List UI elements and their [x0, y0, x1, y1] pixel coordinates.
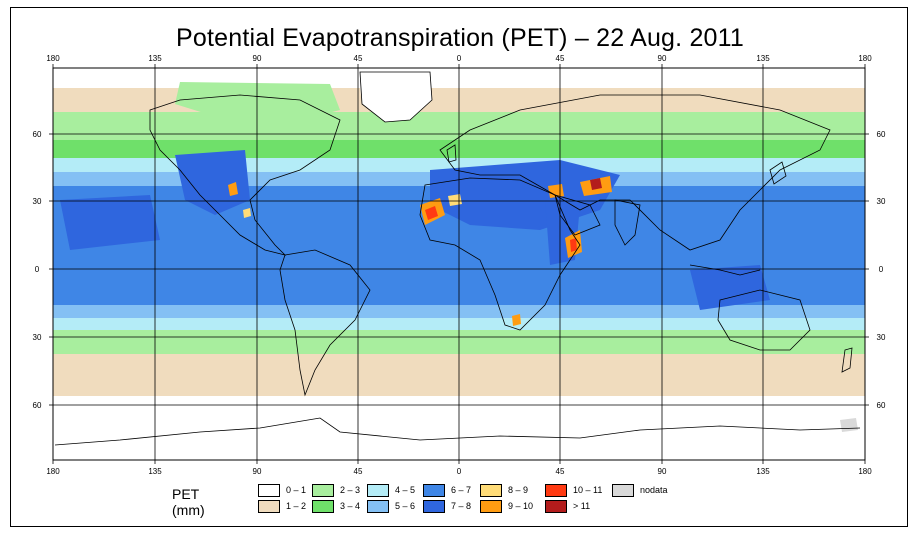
lon-tick-bottom: 45 [556, 467, 565, 476]
legend-swatch [612, 483, 634, 497]
legend-swatch [423, 483, 445, 497]
lon-tick-bottom: 135 [148, 467, 162, 476]
lon-tick-top: 45 [556, 54, 565, 63]
lon-tick-top: 135 [148, 54, 162, 63]
lat-tick-right: 60 [877, 401, 886, 410]
legend-label: 9 – 10 [508, 501, 534, 511]
legend-swatch [258, 499, 280, 513]
legend-item: 8 – 9 [480, 483, 528, 497]
legend-item: 4 – 5 [367, 483, 415, 497]
lon-tick-top: 0 [457, 54, 462, 63]
lat-tick-left: 60 [33, 130, 42, 139]
lon-tick-bottom: 45 [354, 467, 363, 476]
lon-tick-top: 90 [658, 54, 667, 63]
legend-label: 10 – 11 [573, 485, 603, 495]
lat-tick-left: 60 [33, 401, 42, 410]
lon-tick-bottom: 180 [858, 467, 872, 476]
lat-tick-right: 60 [877, 130, 886, 139]
legend-swatch [480, 499, 502, 513]
lon-tick-top: 45 [354, 54, 363, 63]
legend-label: 2 – 3 [340, 485, 361, 495]
legend-title: PET (mm) [172, 486, 205, 518]
lon-tick-bottom: 0 [457, 467, 462, 476]
legend-label: 3 – 4 [340, 501, 361, 511]
lat-tick-right: 30 [877, 333, 886, 342]
lon-tick-bottom: 90 [658, 467, 667, 476]
legend-item: 10 – 11 [545, 483, 602, 497]
lon-tick-top: 90 [253, 54, 262, 63]
legend-item: 0 – 1 [258, 483, 306, 497]
legend-label: 8 – 9 [508, 485, 529, 495]
lon-tick-bottom: 90 [253, 467, 262, 476]
legend-label: 0 – 1 [286, 485, 307, 495]
legend-item: 2 – 3 [312, 483, 360, 497]
legend-label: 5 – 6 [395, 501, 416, 511]
legend-label: 1 – 2 [286, 501, 307, 511]
lat-tick-left: 30 [33, 197, 42, 206]
lon-tick-top: 180 [46, 54, 60, 63]
legend-label: 7 – 8 [451, 501, 472, 511]
legend-item: 6 – 7 [423, 483, 471, 497]
lat-tick-right: 30 [877, 197, 886, 206]
legend-swatch [480, 483, 502, 497]
legend-swatch [545, 483, 567, 497]
legend-swatch [545, 499, 567, 513]
legend-item: nodata [612, 483, 668, 497]
legend-swatch [312, 499, 334, 513]
legend-label: 6 – 7 [451, 485, 472, 495]
lat-tick-left: 30 [33, 333, 42, 342]
legend-item: 3 – 4 [312, 499, 360, 513]
legend-swatch [312, 483, 334, 497]
legend-label: 4 – 5 [395, 485, 416, 495]
coastlines [54, 71, 861, 446]
lat-tick-left: 0 [35, 265, 40, 274]
legend-item: 5 – 6 [367, 499, 415, 513]
legend-label: nodata [640, 485, 668, 495]
legend-swatch [423, 499, 445, 513]
lat-tick-right: 0 [879, 265, 884, 274]
legend-swatch [367, 499, 389, 513]
legend-label: > 11 [573, 501, 591, 511]
lon-tick-top: 180 [858, 54, 872, 63]
legend-item: > 11 [545, 499, 590, 513]
map-title: Potential Evapotranspiration (PET) – 22 … [175, 24, 744, 52]
lon-tick-top: 135 [756, 54, 770, 63]
legend-swatch [367, 483, 389, 497]
legend-item: 1 – 2 [258, 499, 306, 513]
legend-swatch [258, 483, 280, 497]
legend-item: 7 – 8 [423, 499, 471, 513]
graticule [53, 68, 865, 460]
legend-item: 9 – 10 [480, 499, 533, 513]
lon-tick-bottom: 135 [756, 467, 770, 476]
lon-tick-bottom: 180 [46, 467, 60, 476]
